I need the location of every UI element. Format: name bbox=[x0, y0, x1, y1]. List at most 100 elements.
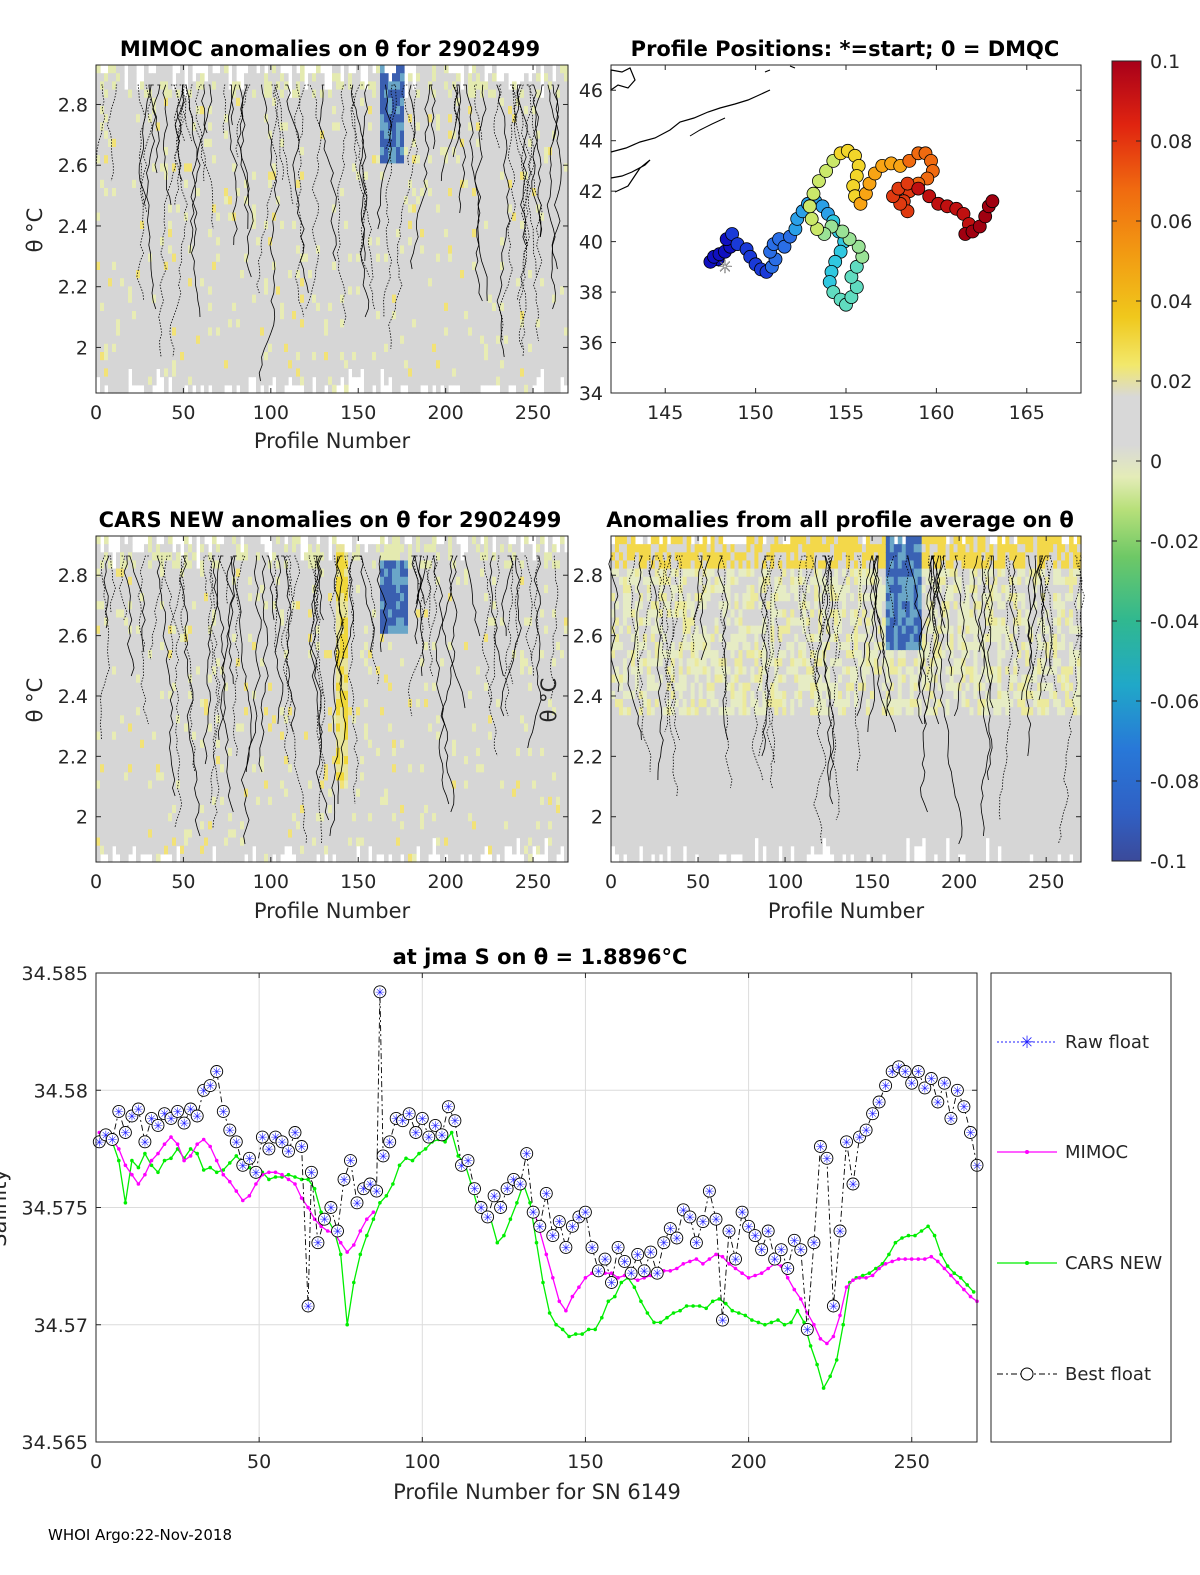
best-float-point bbox=[229, 1135, 243, 1149]
best-float-point bbox=[774, 1243, 788, 1257]
raw-float-point: ✳ bbox=[352, 1196, 362, 1210]
best-float-point bbox=[275, 1135, 289, 1149]
raw-float-point: ✳ bbox=[691, 1236, 701, 1250]
best-float-point bbox=[474, 1201, 488, 1214]
raw-float-point: ✳ bbox=[264, 1142, 274, 1156]
ax-sal-xtick: 250 bbox=[894, 1451, 930, 1473]
mimoc-point bbox=[923, 1257, 927, 1261]
best-float-point bbox=[689, 1236, 703, 1250]
cars-new-point bbox=[665, 1315, 669, 1320]
best-float-point bbox=[526, 1205, 540, 1219]
ax-cars-xtick: 50 bbox=[171, 871, 195, 893]
mimoc-point bbox=[551, 1276, 555, 1280]
best-float-point bbox=[944, 1111, 958, 1125]
ax-map-ytick: 42 bbox=[579, 181, 603, 203]
raw-float-point: ✳ bbox=[541, 1187, 551, 1201]
cars-new-point bbox=[678, 1308, 682, 1313]
best-float-point bbox=[787, 1233, 801, 1247]
best-float-point bbox=[546, 1229, 560, 1243]
mimoc-point bbox=[877, 1266, 881, 1271]
mimoc-point bbox=[890, 1259, 894, 1264]
raw-float-point: ✳ bbox=[737, 1206, 747, 1220]
raw-float-point: ✳ bbox=[186, 1103, 196, 1117]
mimoc-point bbox=[753, 1273, 757, 1278]
cars-new-point bbox=[606, 1299, 611, 1304]
mimoc-point bbox=[701, 1262, 705, 1266]
mimoc-point bbox=[864, 1276, 868, 1280]
ax-sal-xtick: 50 bbox=[247, 1451, 271, 1473]
mimoc-point bbox=[825, 1341, 829, 1346]
raw-float-point: ✳ bbox=[443, 1100, 453, 1114]
raw-float-point: ✳ bbox=[398, 1114, 408, 1128]
raw-float-point: ✳ bbox=[920, 1081, 930, 1095]
cars-new-point bbox=[691, 1304, 695, 1308]
best-float-point bbox=[428, 1118, 442, 1132]
legend-cars-label: CARS NEW bbox=[1065, 1253, 1162, 1274]
best-float-point bbox=[807, 1236, 821, 1250]
best-float-point bbox=[683, 1210, 697, 1224]
cars-new-point bbox=[802, 1320, 806, 1325]
raw-float-point: ✳ bbox=[94, 1135, 104, 1149]
best-float-point bbox=[898, 1065, 912, 1078]
cars-new-point bbox=[867, 1271, 872, 1275]
best-float-point bbox=[513, 1177, 527, 1191]
cars-new-point bbox=[443, 1140, 447, 1144]
best-float-point bbox=[216, 1104, 230, 1118]
raw-float-point: ✳ bbox=[874, 1096, 884, 1110]
cars-new-point bbox=[658, 1320, 663, 1325]
cars-new-point bbox=[306, 1177, 310, 1182]
cars-new-point bbox=[234, 1154, 239, 1158]
best-float-point bbox=[402, 1107, 416, 1121]
raw-float-point: ✳ bbox=[303, 1300, 313, 1314]
best-float-point bbox=[611, 1240, 625, 1254]
mimoc-point bbox=[371, 1210, 376, 1214]
raw-float-point: ✳ bbox=[802, 1323, 812, 1337]
cars-new-point bbox=[560, 1327, 565, 1332]
raw-float-point: ✳ bbox=[926, 1072, 936, 1086]
raw-float-point: ✳ bbox=[548, 1229, 558, 1243]
best-float-point bbox=[657, 1236, 671, 1250]
raw-float-point: ✳ bbox=[192, 1110, 202, 1124]
raw-float-point: ✳ bbox=[127, 1110, 137, 1124]
raw-float-point: ✳ bbox=[593, 1264, 603, 1278]
ax-sal-xtick: 200 bbox=[730, 1451, 766, 1473]
mimoc-point bbox=[675, 1266, 679, 1271]
best-float-point bbox=[373, 985, 387, 999]
mimoc-point bbox=[799, 1297, 803, 1301]
raw-float-point: ✳ bbox=[153, 1119, 163, 1133]
best-float-point bbox=[905, 1076, 919, 1090]
best-float-point bbox=[324, 1201, 338, 1214]
mimoc-point bbox=[234, 1189, 239, 1193]
raw-float-point: ✳ bbox=[828, 1300, 838, 1314]
mimoc-point bbox=[201, 1137, 206, 1142]
best-float-point bbox=[533, 1219, 547, 1233]
cars-xlabel: Profile Number bbox=[254, 899, 411, 923]
mimoc-point bbox=[759, 1271, 764, 1275]
raw-float-point: ✳ bbox=[290, 1126, 300, 1140]
cars-new-point bbox=[312, 1186, 317, 1191]
cars-new-point bbox=[221, 1168, 226, 1172]
best-float-point bbox=[761, 1224, 775, 1238]
mimoc-xlabel: Profile Number bbox=[254, 429, 411, 453]
raw-float-point: ✳ bbox=[326, 1201, 336, 1215]
raw-float-point: ✳ bbox=[101, 1128, 111, 1142]
mimoc-point bbox=[214, 1158, 219, 1163]
raw-float-point: ✳ bbox=[332, 1225, 342, 1239]
cars-new-point bbox=[201, 1168, 206, 1172]
raw-float-point: ✳ bbox=[907, 1077, 917, 1091]
mimoc-point bbox=[909, 1257, 914, 1261]
cars-new-point bbox=[782, 1322, 787, 1327]
ax-avg-ytick: 2.8 bbox=[573, 565, 603, 587]
ax-sal-ytick: 34.585 bbox=[22, 963, 88, 985]
best-float-point bbox=[435, 1128, 449, 1142]
mimoc-point bbox=[286, 1177, 291, 1182]
ax-sal-ytick: 34.565 bbox=[22, 1432, 88, 1454]
best-float-point bbox=[448, 1114, 462, 1128]
best-float-point bbox=[337, 1172, 351, 1186]
cars-new-point bbox=[861, 1273, 865, 1278]
raw-float-point: ✳ bbox=[887, 1065, 897, 1079]
mimoc-point bbox=[857, 1276, 862, 1280]
cars-new-point bbox=[776, 1318, 780, 1322]
cars-new-point bbox=[639, 1299, 643, 1304]
best-float-point bbox=[422, 1130, 436, 1144]
